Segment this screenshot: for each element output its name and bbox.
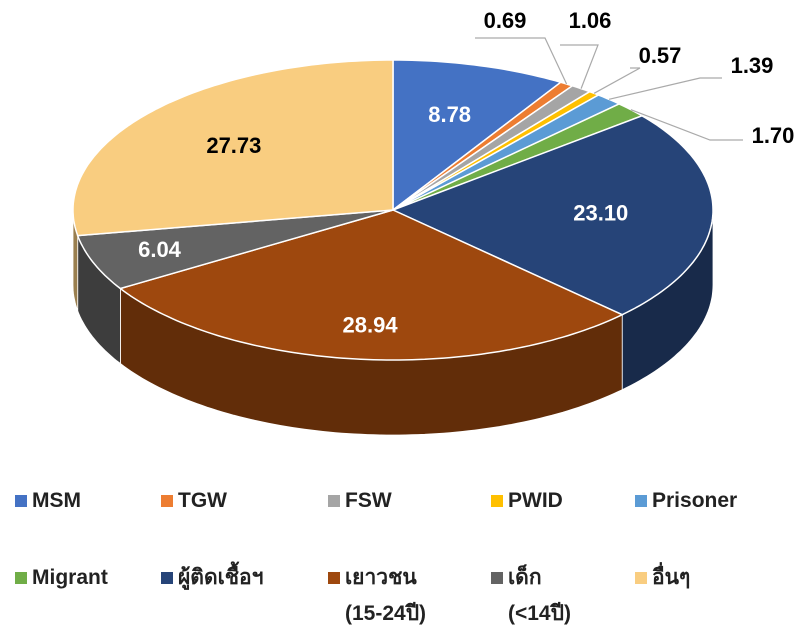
legend-label: PWID: [508, 489, 563, 512]
legend-item: Migrant: [15, 560, 108, 596]
data-label: 1.06: [569, 8, 612, 33]
legend-label: FSW: [345, 489, 392, 512]
slice: [72, 59, 394, 237]
legend-item: อื่นๆ: [635, 560, 691, 596]
legend-swatch: [491, 572, 503, 584]
legend-item: เยาวชน (15-24ปี): [328, 560, 427, 632]
leader-line: [630, 109, 743, 141]
data-label: 8.78: [428, 102, 471, 127]
legend-swatch: [15, 495, 27, 507]
data-label: 6.04: [138, 237, 182, 262]
legend-swatch: [161, 572, 173, 584]
legend-swatch: [491, 495, 503, 507]
legend-item: MSM: [15, 483, 81, 519]
legend-item: FSW: [328, 483, 392, 519]
data-label: 0.57: [639, 43, 682, 68]
legend-label: อื่นๆ: [652, 566, 691, 589]
legend-label: ผู้ติดเชื้อฯ: [178, 566, 264, 589]
legend-item: ผู้ติดเชื้อฯ: [161, 560, 264, 596]
legend-item: PWID: [491, 483, 563, 519]
legend-swatch: [328, 495, 340, 507]
legend-swatch: [635, 495, 647, 507]
legend-label: Prisoner: [652, 489, 738, 512]
legend-label: MSM: [32, 489, 81, 512]
legend-label: TGW: [178, 489, 227, 512]
legend-swatch: [635, 572, 647, 584]
data-label: 23.10: [573, 200, 628, 225]
leader-line: [608, 77, 722, 100]
data-label: 1.70: [752, 123, 795, 148]
slice: [118, 209, 624, 361]
legend-swatch: [15, 572, 27, 584]
data-label: 0.69: [484, 8, 527, 33]
data-label: 28.94: [343, 313, 399, 338]
leader-line: [593, 67, 641, 94]
leader-line: [475, 37, 568, 85]
legend-item: TGW: [161, 483, 227, 519]
legend-item: เด็ก (<14ปี): [491, 560, 571, 632]
legend-label: Migrant: [32, 566, 108, 589]
legend-item: Prisoner: [635, 483, 738, 519]
data-label: 1.39: [731, 53, 774, 78]
legend-label: เยาวชน (15-24ปี): [345, 566, 427, 625]
legend-label: เด็ก (<14ปี): [508, 566, 571, 625]
chart: 8.78 0.69 1.06 0.57 1.39 1.70 23.10 28.94 6.04 27…: [72, 8, 795, 436]
legend-swatch: [161, 495, 173, 507]
leader-line: [560, 44, 599, 89]
slice: [391, 114, 714, 316]
slice: [392, 59, 563, 212]
data-label: 27.73: [206, 133, 261, 158]
legend-swatch: [328, 572, 340, 584]
